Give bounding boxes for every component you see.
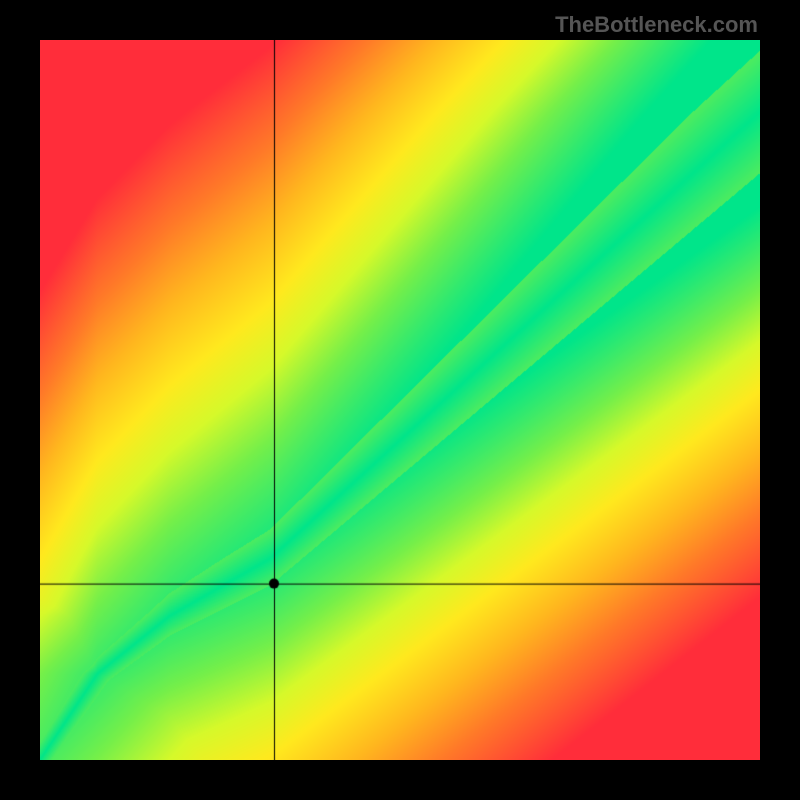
watermark-text: TheBottleneck.com: [555, 12, 758, 38]
bottleneck-heatmap: [40, 40, 760, 760]
chart-container: TheBottleneck.com: [0, 0, 800, 800]
